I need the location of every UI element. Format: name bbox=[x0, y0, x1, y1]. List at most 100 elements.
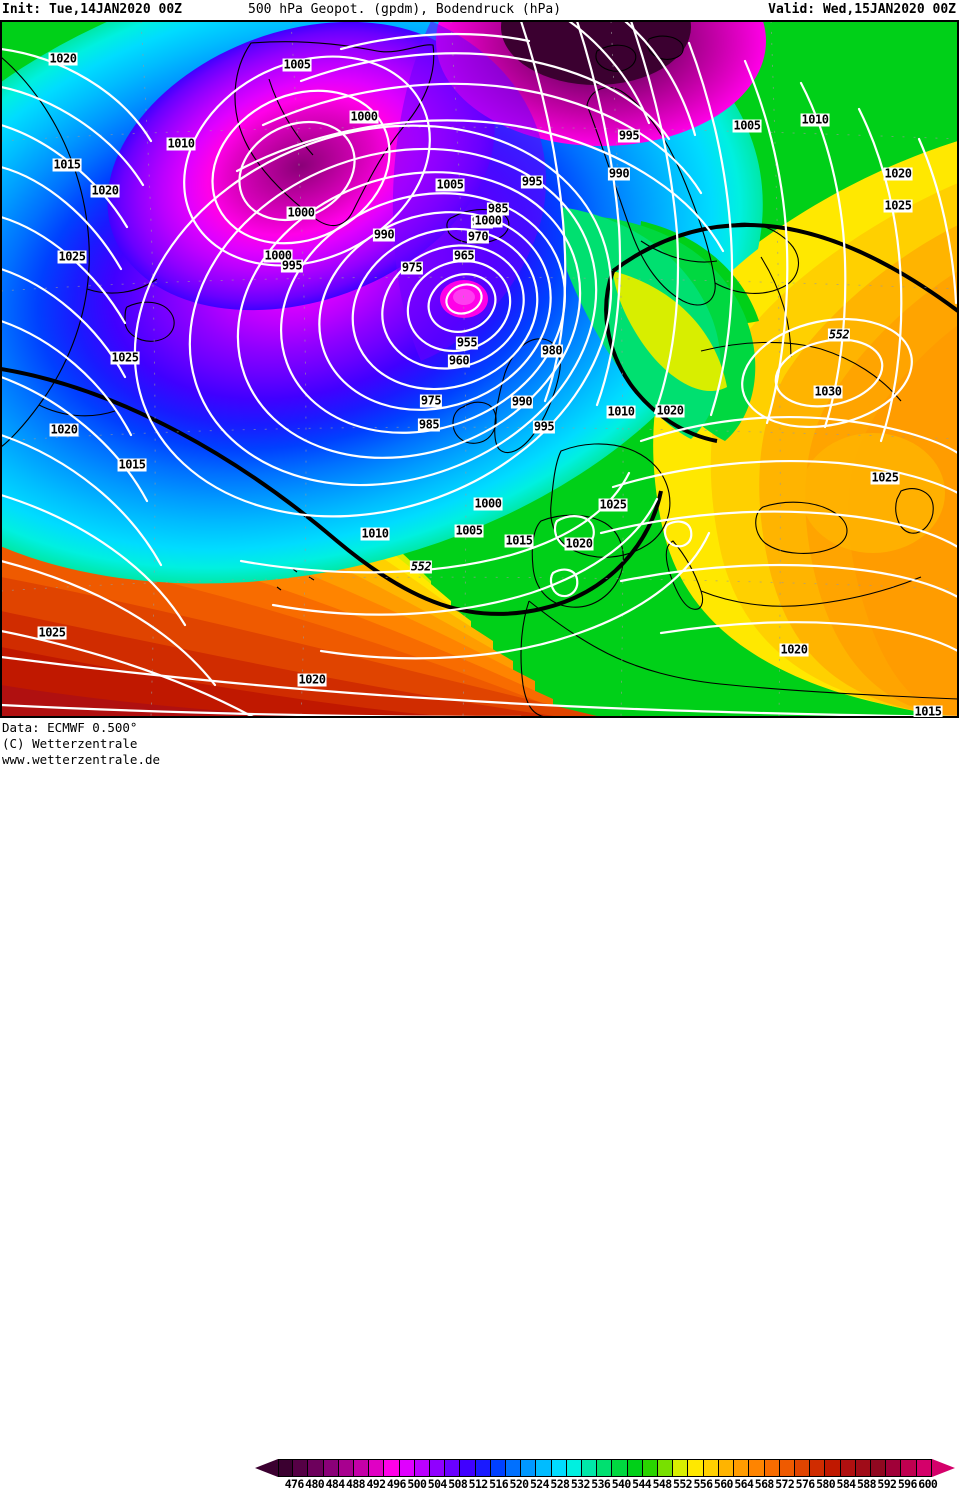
colorbar-tick: 524 bbox=[529, 1477, 550, 1491]
colorbar-cell bbox=[582, 1459, 598, 1477]
colorbar-tick: 588 bbox=[856, 1477, 877, 1491]
colorbar-cell bbox=[901, 1459, 917, 1477]
isobar-label: 995 bbox=[280, 258, 304, 273]
colorbar-cell bbox=[293, 1459, 309, 1477]
colorbar-tick: 484 bbox=[325, 1477, 346, 1491]
isobar-label: 1020 bbox=[49, 422, 79, 437]
colorbar-cell bbox=[642, 1459, 659, 1477]
colorbar-tick: 584 bbox=[836, 1477, 857, 1491]
isobar-label: 970 bbox=[466, 229, 490, 244]
colorbar: 476 480 484 488 492 496 500 504 508 512 516 520 524 5… bbox=[255, 1459, 955, 1491]
isobar-label: 1005 bbox=[435, 177, 465, 192]
colorbar-tick: 540 bbox=[611, 1477, 632, 1491]
colorbar-cell bbox=[688, 1459, 704, 1477]
chart-footer: Data: ECMWF 0.500° (C) Wetterzentrale ww… bbox=[0, 718, 959, 1491]
colorbar-cell bbox=[658, 1459, 674, 1477]
colorbar-cell bbox=[490, 1459, 507, 1477]
isobar-label: 955 bbox=[455, 335, 479, 350]
isobar-label: 985 bbox=[417, 417, 441, 432]
isobar-label: 1025 bbox=[883, 198, 913, 213]
isobar-label: 1005 bbox=[732, 118, 762, 133]
weather-map[interactable]: 1020 1005 1000 995 1005 1010 1010 1005 995 990 101… bbox=[0, 20, 959, 718]
website-label[interactable]: www.wetterzentrale.de bbox=[2, 752, 161, 767]
colorbar-cell bbox=[810, 1459, 826, 1477]
colorbar-tick: 568 bbox=[754, 1477, 775, 1491]
isobar-label: 1020 bbox=[564, 536, 594, 551]
colorbar-tick: 492 bbox=[366, 1477, 386, 1491]
isobar-label: 1025 bbox=[598, 497, 628, 512]
colorbar-tick: 544 bbox=[632, 1477, 652, 1491]
isobar-label: 1015 bbox=[913, 704, 943, 718]
colorbar-tick: 476 bbox=[284, 1477, 305, 1491]
colorbar-tick: 520 bbox=[509, 1477, 530, 1491]
colorbar-tick: 528 bbox=[550, 1477, 570, 1491]
colorbar-cell bbox=[475, 1459, 491, 1477]
colorbar-cell bbox=[825, 1459, 841, 1477]
isobar-label: 1020 bbox=[655, 403, 685, 418]
colorbar-cell bbox=[749, 1459, 765, 1477]
colorbar-cell bbox=[779, 1459, 795, 1477]
colorbar-cell bbox=[703, 1459, 719, 1477]
isobar-label: 1025 bbox=[110, 350, 140, 365]
colorbar-tick: 596 bbox=[897, 1477, 918, 1491]
colorbar-tick: 508 bbox=[448, 1477, 468, 1491]
isobar-label: 980 bbox=[540, 343, 564, 358]
colorbar-right-arrow bbox=[932, 1459, 955, 1477]
colorbar-cell bbox=[673, 1459, 689, 1477]
colorbar-tick: 536 bbox=[591, 1477, 611, 1491]
colorbar-cell bbox=[308, 1459, 324, 1477]
isobar-label: 1000 bbox=[263, 248, 293, 263]
colorbar-tick: 556 bbox=[693, 1477, 713, 1491]
isobar-label: 1015 bbox=[117, 457, 147, 472]
colorbar-tick: 480 bbox=[305, 1477, 325, 1491]
isobar-label: 1025 bbox=[37, 625, 67, 640]
isobar-label: 1010 bbox=[606, 404, 636, 419]
colorbar-tick: 516 bbox=[489, 1477, 509, 1491]
isobar-label: 995 bbox=[617, 128, 641, 143]
colorbar-cell bbox=[430, 1459, 446, 1477]
isobar-label: 985 bbox=[486, 201, 510, 216]
isobar-label: 1015 bbox=[504, 533, 534, 548]
colorbar-cells bbox=[278, 1459, 932, 1477]
colorbar-cell bbox=[764, 1459, 780, 1477]
isobar-label: 1020 bbox=[48, 51, 78, 66]
colorbar-cell bbox=[506, 1459, 522, 1477]
colorbar-tick: 552 bbox=[673, 1477, 693, 1491]
isobar-label: 1020 bbox=[297, 672, 327, 687]
colorbar-cell bbox=[278, 1459, 294, 1477]
isobar-label: 1015 bbox=[52, 157, 82, 172]
chart-title: 500 hPa Geopot. (gpdm), Bodendruck (hPa) bbox=[248, 2, 562, 17]
colorbar-cell bbox=[855, 1459, 871, 1477]
colorbar-tick: 496 bbox=[386, 1477, 407, 1491]
colorbar-cell bbox=[916, 1459, 932, 1477]
colorbar-cell bbox=[323, 1459, 339, 1477]
isobar-label: 1025 bbox=[870, 470, 900, 485]
geopotential-label: 552 bbox=[827, 327, 851, 342]
colorbar-tick: 504 bbox=[427, 1477, 448, 1491]
isobar-label: 1020 bbox=[90, 183, 120, 198]
colorbar-cell bbox=[597, 1459, 613, 1477]
isobar-label: 995 bbox=[520, 174, 544, 189]
colorbar-tick: 592 bbox=[877, 1477, 897, 1491]
isobar-label: 990 bbox=[372, 227, 396, 242]
isobar-label: 965 bbox=[452, 248, 476, 263]
colorbar-tick: 500 bbox=[407, 1477, 427, 1491]
colorbar-tick: 576 bbox=[795, 1477, 816, 1491]
colorbar-left-arrow bbox=[255, 1459, 278, 1477]
colorbar-cell bbox=[354, 1459, 370, 1477]
colorbar-cell bbox=[338, 1459, 355, 1477]
colorbar-cell bbox=[384, 1459, 400, 1477]
colorbar-tick: 560 bbox=[713, 1477, 734, 1491]
colorbar-cell bbox=[794, 1459, 811, 1477]
colorbar-tick: 600 bbox=[918, 1477, 938, 1491]
isobar-label: 1020 bbox=[883, 166, 913, 181]
colorbar-top-rule bbox=[278, 1459, 932, 1460]
colorbar-tick: 512 bbox=[468, 1477, 489, 1491]
colorbar-cell bbox=[886, 1459, 902, 1477]
isobar-label: 1000 bbox=[349, 109, 379, 124]
isobar-label: 1010 bbox=[800, 112, 830, 127]
isobar-label: 1000 bbox=[286, 205, 316, 220]
isobar-label: 1000 bbox=[473, 496, 503, 511]
colorbar-tick: 548 bbox=[652, 1477, 673, 1491]
chart-header: Init: Tue,14JAN2020 00Z 500 hPa Geopot. … bbox=[0, 0, 959, 20]
